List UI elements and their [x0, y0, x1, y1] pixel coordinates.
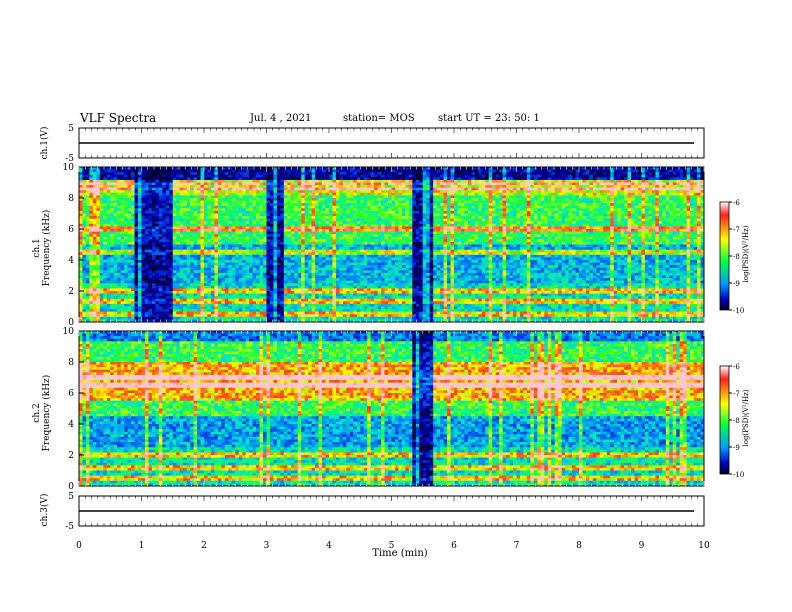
ch3-voltage-ytick-label--5: -5 — [65, 522, 74, 532]
ch1-voltage-ylabel: ch.1(V) — [40, 118, 50, 168]
ch1-spectrogram-ytick-label-4: 4 — [68, 256, 74, 266]
ch2-spectrogram-cb-label--9: -9 — [733, 444, 740, 452]
ch1-spectrogram-cb-label--6: -6 — [733, 199, 740, 207]
ch2-spectrogram-ytick-label-8: 8 — [68, 358, 74, 368]
x-tick-label-2: 2 — [201, 541, 207, 551]
x-axis-label: Time (min) — [330, 548, 470, 559]
station-label: station= MOS — [343, 113, 415, 124]
ch2-freq-ylabel: ch.2 Frequency (kHz) — [32, 353, 52, 473]
ch2-spectrogram-cells — [79, 331, 705, 487]
x-tick-label-6: 6 — [451, 541, 457, 551]
ch2-spectrogram-cb-label--8: -8 — [733, 417, 740, 425]
ch1-voltage-ytick-label--5: -5 — [65, 154, 74, 164]
x-tick-label-7: 7 — [514, 541, 520, 551]
ch2-spectrogram-cb-label--10: -10 — [733, 471, 744, 479]
x-tick-label-10: 10 — [698, 541, 710, 551]
ch1-colorbar-label: log(PSD)(V²/Hz) — [742, 214, 750, 294]
ch2-spectrogram-ytick-label-2: 2 — [68, 451, 74, 461]
ch2-spectrogram-ytick-label-0: 0 — [68, 482, 74, 492]
ch1-voltage-ytick-label-5: 5 — [68, 124, 74, 134]
x-tick-label-5: 5 — [389, 541, 395, 551]
ch1-spectrogram-cb-label--9: -9 — [733, 280, 740, 288]
x-tick-label-1: 1 — [139, 541, 145, 551]
ch2-spectrogram-ytick-label-10: 10 — [63, 327, 75, 337]
start-time-label: start UT = 23: 50: 1 — [438, 113, 540, 124]
x-tick-label-8: 8 — [576, 541, 582, 551]
ch2-freq-ylabel-line1: ch.2 — [32, 353, 42, 473]
ch1-spectrogram-colorbar — [719, 201, 730, 311]
x-tick-label-3: 3 — [264, 541, 270, 551]
ch1-spectrogram-ytick-label-10: 10 — [63, 163, 75, 173]
ch1-spectrogram-ytick-label-0: 0 — [68, 318, 74, 328]
ch1-spectrogram-cells — [79, 167, 705, 323]
ch2-freq-ylabel-line2: Frequency (kHz) — [42, 353, 52, 473]
ch2-colorbar-label: log(PSD)(V²/Hz) — [742, 378, 750, 458]
ch1-spectrogram-ytick-label-2: 2 — [68, 287, 74, 297]
ch2-spectrogram-colorbar — [719, 365, 730, 475]
ch2-spectrogram-cb-label--7: -7 — [733, 390, 740, 398]
ch1-freq-ylabel: ch.1 Frequency (kHz) — [32, 188, 52, 308]
ch1-spectrogram-cb-label--8: -8 — [733, 253, 740, 261]
ch2-spectrogram-cb-label--6: -6 — [733, 363, 740, 371]
ch3-voltage-ytick-label-5: 5 — [68, 492, 74, 502]
x-tick-label-0: 0 — [76, 541, 82, 551]
ch2-spectrogram-ytick-label-4: 4 — [68, 420, 74, 430]
ch1-spectrogram-ytick-label-6: 6 — [68, 225, 74, 235]
ch1-spectrogram-ytick-label-8: 8 — [68, 194, 74, 204]
x-tick-label-4: 4 — [326, 541, 332, 551]
ch1-freq-ylabel-line2: Frequency (kHz) — [42, 188, 52, 308]
ch1-spectrogram-cb-label--10: -10 — [733, 307, 744, 315]
ch3-voltage-ylabel: ch.3(V) — [40, 485, 50, 535]
figure-title: VLF Spectra — [80, 111, 156, 125]
x-tick-label-9: 9 — [639, 541, 645, 551]
date-label: Jul. 4 , 2021 — [250, 113, 311, 124]
ch2-spectrogram-ytick-label-6: 6 — [68, 389, 74, 399]
ch1-spectrogram-cb-label--7: -7 — [733, 226, 740, 234]
ch1-freq-ylabel-line1: ch.1 — [32, 188, 42, 308]
